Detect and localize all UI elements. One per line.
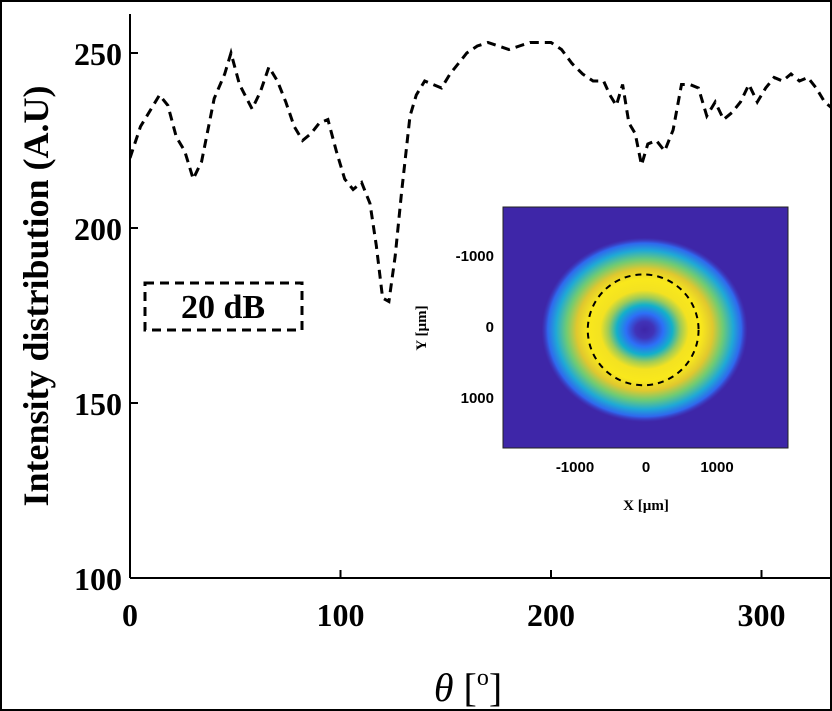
x-axis-label: θ [o] (434, 665, 502, 710)
inset-x-label: X [µm] (623, 498, 669, 514)
inset-frame (502, 206, 789, 449)
inset-x-tick-labels: -1000 0 1000 (556, 459, 734, 476)
inset-x-tick-label: 0 (642, 459, 650, 476)
annotation-text: 20 dB (181, 289, 265, 326)
inset-heatmap: -1000 0 1000 -1000 0 1000 X [µm] Y [µm] (414, 206, 789, 514)
inset-y-tick-labels: -1000 0 1000 (456, 248, 494, 407)
inset-y-tick-label: -1000 (456, 248, 494, 265)
y-tick-labels: 100 150 200 250 (74, 36, 122, 597)
inset-x-tick-label: 1000 (700, 459, 733, 476)
y-ticks (130, 52, 138, 579)
y-axis-label: Intensity distribution (A.U) (16, 85, 56, 506)
x-ticks (129, 570, 763, 578)
x-tick-label: 300 (738, 597, 786, 633)
x-tick-label: 100 (317, 597, 365, 633)
x-tick-label: 200 (527, 597, 575, 633)
x-tick-label: 0 (122, 597, 138, 633)
series-line (130, 40, 832, 304)
y-tick-label: 100 (74, 561, 122, 597)
y-tick-label: 150 (74, 386, 122, 422)
inset-y-tick-label: 0 (486, 319, 494, 336)
intensity-ring (541, 237, 748, 423)
dashed-circle (586, 273, 700, 387)
inset-x-tick-label: -1000 (556, 459, 594, 476)
inset-y-label: Y [µm] (414, 305, 430, 350)
annotation-box (143, 281, 304, 332)
inset-y-tick-label: 1000 (461, 390, 494, 407)
y-tick-label: 250 (74, 36, 122, 72)
y-tick-label: 200 (74, 211, 122, 247)
x-tick-labels: 0 100 200 300 (122, 597, 786, 633)
